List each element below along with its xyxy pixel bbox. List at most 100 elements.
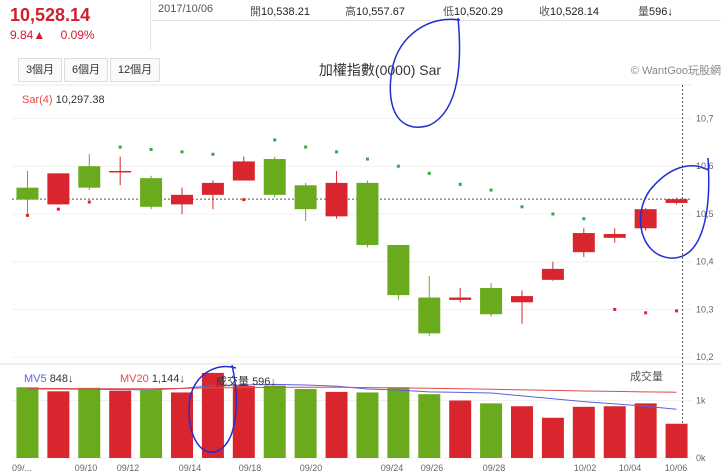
price-axis-tick-label: 10,2 bbox=[696, 352, 714, 362]
volume-bar bbox=[109, 390, 132, 458]
candle-body bbox=[449, 297, 472, 300]
sar-point bbox=[149, 147, 153, 151]
sar-point bbox=[211, 152, 215, 156]
x-axis-tick-label: 09/14 bbox=[179, 463, 202, 473]
candle-body bbox=[16, 187, 39, 200]
x-axis-tick-label: 09/28 bbox=[483, 463, 506, 473]
candle-body bbox=[541, 268, 564, 280]
sar-point bbox=[87, 200, 91, 204]
price-axis-tick-label: 10,7 bbox=[696, 113, 714, 123]
sar-indicator: Sar(4) 10,297.38 bbox=[22, 94, 105, 106]
annotation-circle-volume bbox=[188, 364, 237, 453]
candle-body bbox=[232, 161, 255, 181]
volume-bar bbox=[511, 406, 533, 458]
volume-bar bbox=[294, 389, 317, 458]
volume-bar bbox=[201, 372, 224, 458]
annotation-circle-last bbox=[639, 157, 710, 259]
price-axis-tick-label: 10,5 bbox=[696, 209, 714, 219]
price-change: 9.84▲ 0.09% bbox=[10, 28, 107, 42]
x-axis-tick-label: 09/12 bbox=[117, 463, 140, 473]
x-axis-tick-label: 09/10 bbox=[75, 463, 98, 473]
info-volume: 量596↓ bbox=[638, 6, 673, 18]
volume-axis-tick-label: 0k bbox=[696, 453, 706, 463]
candle-body bbox=[325, 182, 348, 217]
sar-point bbox=[118, 145, 122, 149]
candle-body bbox=[665, 199, 688, 203]
candle-body bbox=[603, 234, 626, 238]
sar-point bbox=[396, 164, 400, 168]
annotation-circle-low bbox=[389, 17, 461, 128]
sar-point bbox=[304, 145, 308, 149]
sar-point bbox=[180, 150, 184, 154]
candle-body bbox=[294, 185, 317, 210]
period-6m-button[interactable]: 6個月 bbox=[64, 58, 108, 82]
candle-body bbox=[418, 297, 441, 334]
x-axis-tick-label: 09/18 bbox=[239, 463, 262, 473]
mv5-legend: MV5 848↓ bbox=[24, 373, 74, 385]
volume-bar bbox=[541, 417, 564, 458]
volume-bar bbox=[232, 386, 255, 458]
candle-body bbox=[480, 287, 503, 315]
volume-bar bbox=[665, 423, 688, 458]
sar-point bbox=[551, 212, 555, 216]
sar-point bbox=[56, 207, 60, 211]
info-close: 收10,528.14 bbox=[539, 6, 599, 18]
volume-bar bbox=[140, 390, 163, 458]
volume-bar bbox=[325, 391, 348, 458]
volume-axis-tick-label: 1k bbox=[696, 396, 706, 406]
volume-bar bbox=[47, 391, 70, 458]
info-open: 開10,538.21 bbox=[250, 6, 310, 18]
volume-bar bbox=[449, 400, 472, 458]
candle-body bbox=[263, 159, 286, 195]
sar-point bbox=[613, 307, 617, 311]
sar-point bbox=[25, 213, 29, 217]
info-high: 高10,557.67 bbox=[345, 6, 405, 18]
sar-point bbox=[520, 205, 524, 209]
period-3m-button[interactable]: 3個月 bbox=[18, 58, 62, 82]
price-axis-tick-label: 10,4 bbox=[696, 257, 714, 267]
candle-body bbox=[511, 296, 533, 303]
candle-body bbox=[387, 244, 410, 296]
info-date: 2017/10/06 bbox=[158, 3, 214, 15]
x-axis-tick-label: 09/20 bbox=[300, 463, 323, 473]
x-axis-tick-label: 10/06 bbox=[665, 463, 688, 473]
volume-bar bbox=[418, 394, 441, 458]
sar-point bbox=[335, 150, 339, 154]
change-value: 9.84▲ bbox=[10, 28, 46, 42]
volume-legend: 成交量 596↓ bbox=[216, 376, 276, 388]
sar-point bbox=[427, 171, 431, 175]
last-price: 10,528.14 bbox=[10, 5, 91, 25]
sar-point bbox=[582, 217, 586, 221]
sar-point bbox=[675, 309, 679, 313]
candle-body bbox=[140, 178, 163, 207]
x-axis-tick-label: 09/26 bbox=[421, 463, 444, 473]
quote-panel: 10,528.14 9.84▲ 0.09% bbox=[0, 0, 151, 50]
mv20-line bbox=[27, 386, 677, 393]
x-axis-tick-label: 09/... bbox=[12, 463, 32, 473]
volume-bar bbox=[387, 387, 410, 458]
volume-bar bbox=[171, 392, 193, 458]
x-axis-tick-label: 10/04 bbox=[619, 463, 642, 473]
sar-point bbox=[365, 157, 369, 161]
info-low: 低10,520.29 bbox=[443, 6, 503, 18]
change-percent: 0.09% bbox=[60, 28, 95, 42]
chart-title: 加權指數(0000) Sar bbox=[318, 62, 442, 78]
volume-bar bbox=[16, 387, 39, 458]
volume-bar bbox=[480, 403, 503, 458]
candle-body bbox=[572, 233, 595, 253]
sar-point bbox=[489, 188, 493, 192]
x-axis-tick-label: 10/02 bbox=[574, 463, 597, 473]
candle-body bbox=[47, 173, 70, 205]
sar-point bbox=[242, 198, 246, 202]
volume-bar bbox=[78, 387, 101, 458]
price-axis-tick-label: 10,6 bbox=[696, 161, 714, 171]
volume-panel-title: 成交量 bbox=[630, 371, 663, 383]
candle-body bbox=[634, 209, 657, 229]
volume-bar bbox=[572, 406, 595, 458]
candle-body bbox=[356, 182, 379, 245]
period-12m-button[interactable]: 12個月 bbox=[110, 58, 160, 82]
sar-point bbox=[458, 182, 462, 186]
volume-bar bbox=[634, 403, 657, 458]
candle-body bbox=[109, 170, 132, 173]
